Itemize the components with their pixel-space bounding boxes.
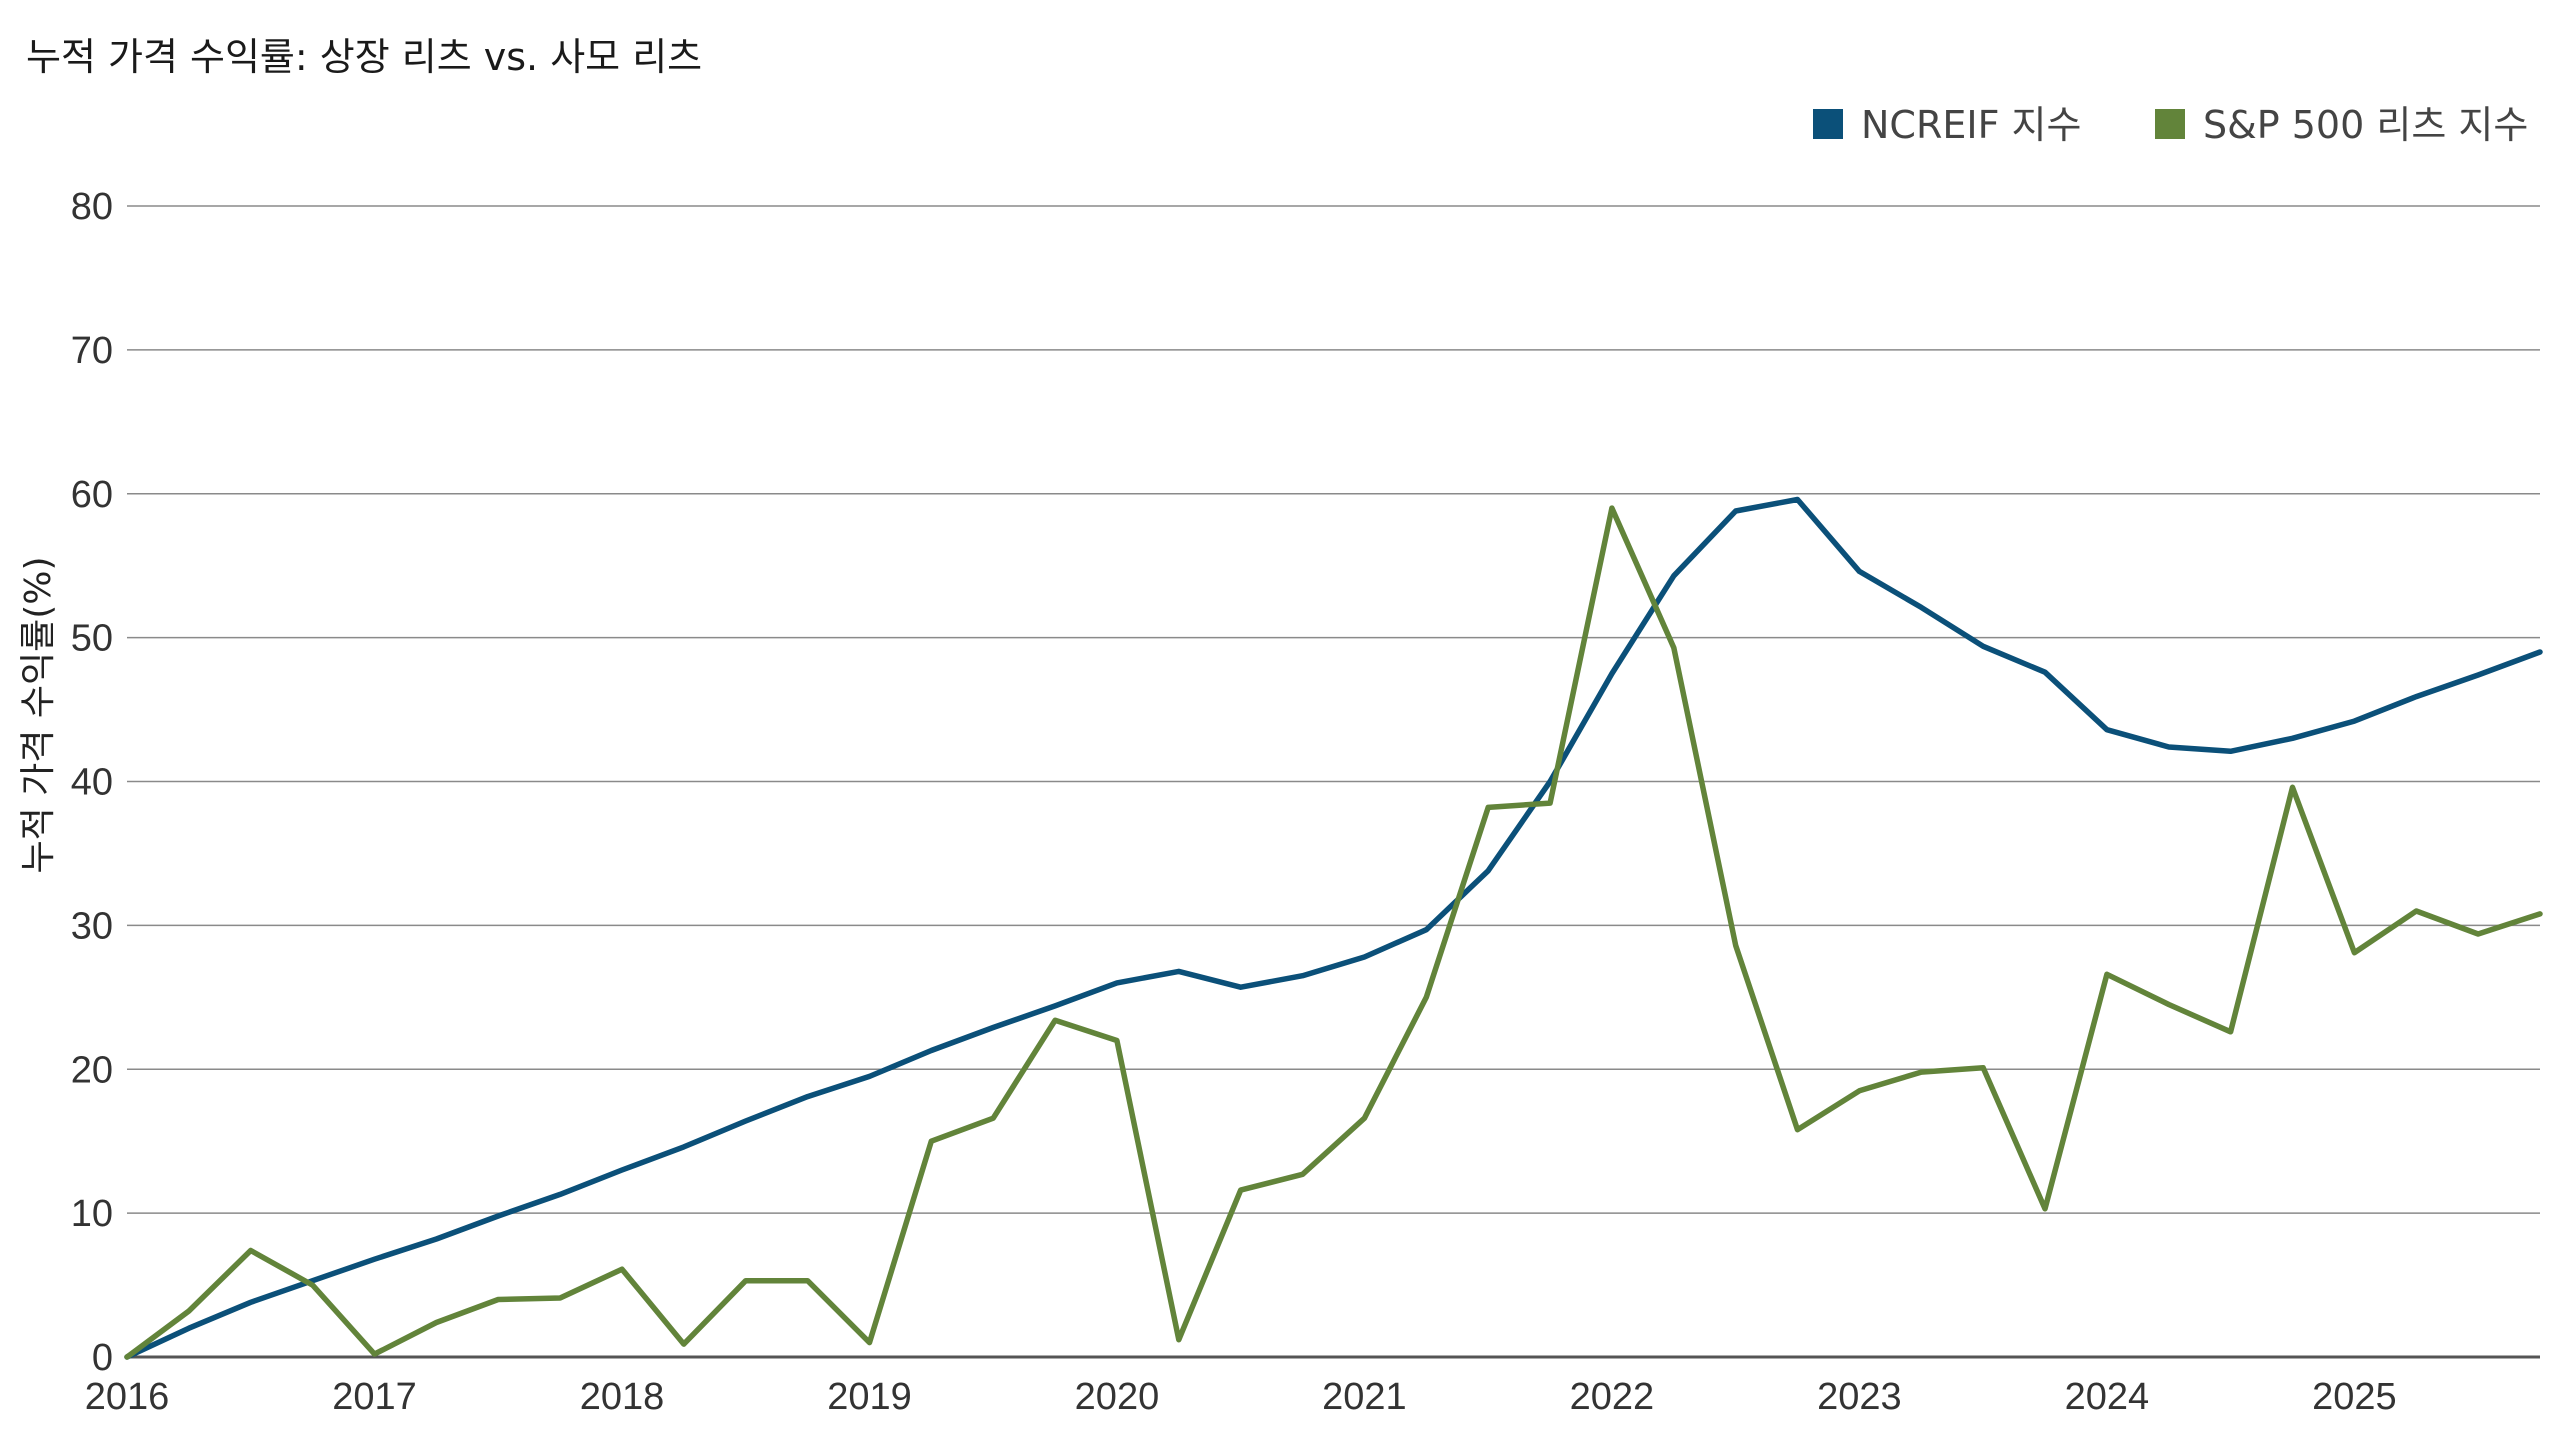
- y-tick-0: 0: [92, 1337, 113, 1379]
- y-tick-50: 50: [71, 618, 113, 660]
- x-tick-2025: 2025: [2312, 1376, 2397, 1418]
- series-line-ncreif: [124, 496, 2543, 1360]
- y-tick-20: 20: [71, 1049, 113, 1091]
- y-tick-10: 10: [71, 1193, 113, 1235]
- x-tick-2020: 2020: [1075, 1376, 1160, 1418]
- x-tick-2022: 2022: [1570, 1376, 1655, 1418]
- x-tick-2023: 2023: [1817, 1376, 1902, 1418]
- y-tick-labels: 0 10 20 30 40 50 60 70 80: [71, 186, 113, 1379]
- x-tick-2018: 2018: [580, 1376, 665, 1418]
- legend-sp500-reit-label: S&P 500 리츠 지수: [2203, 103, 2528, 147]
- y-tick-40: 40: [71, 762, 113, 804]
- x-tick-labels: 2016 2017 2018 2019 2020 2021 2022 2023 2024 2025: [85, 1376, 2397, 1418]
- x-tick-2021: 2021: [1322, 1376, 1407, 1418]
- legend-ncreif-swatch: [1813, 109, 1843, 139]
- y-axis-label: 누적 가격 수익률(%): [18, 556, 59, 873]
- y-tick-60: 60: [71, 474, 113, 516]
- y-tick-80: 80: [71, 186, 113, 228]
- series-lines: [124, 496, 2543, 1360]
- gridlines: [127, 205, 2540, 1359]
- legend-ncreif-label: NCREIF 지수: [1861, 103, 2081, 147]
- x-tick-2019: 2019: [827, 1376, 912, 1418]
- x-tick-2016: 2016: [85, 1376, 170, 1418]
- x-tick-2024: 2024: [2065, 1376, 2150, 1418]
- legend: NCREIF 지수 S&P 500 리츠 지수: [1813, 103, 2528, 147]
- y-tick-70: 70: [71, 330, 113, 372]
- y-tick-30: 30: [71, 905, 113, 947]
- chart-title: 누적 가격 수익률: 상장 리츠 vs. 사모 리츠: [26, 35, 703, 79]
- series-line-sp500-reit: [124, 505, 2543, 1360]
- x-tick-2017: 2017: [332, 1376, 417, 1418]
- legend-sp500-reit-swatch: [2155, 109, 2185, 139]
